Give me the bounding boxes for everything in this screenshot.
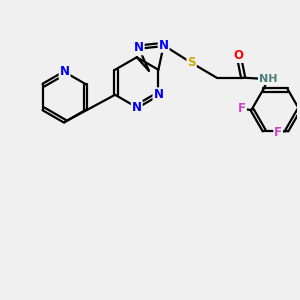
Text: N: N: [132, 101, 142, 114]
Text: F: F: [238, 102, 246, 115]
Text: N: N: [153, 88, 164, 101]
Text: NH: NH: [259, 74, 278, 84]
Text: N: N: [134, 41, 144, 54]
Text: O: O: [234, 49, 244, 62]
Text: N: N: [159, 39, 169, 52]
Text: F: F: [274, 126, 282, 139]
Text: N: N: [60, 65, 70, 79]
Text: S: S: [188, 56, 196, 69]
